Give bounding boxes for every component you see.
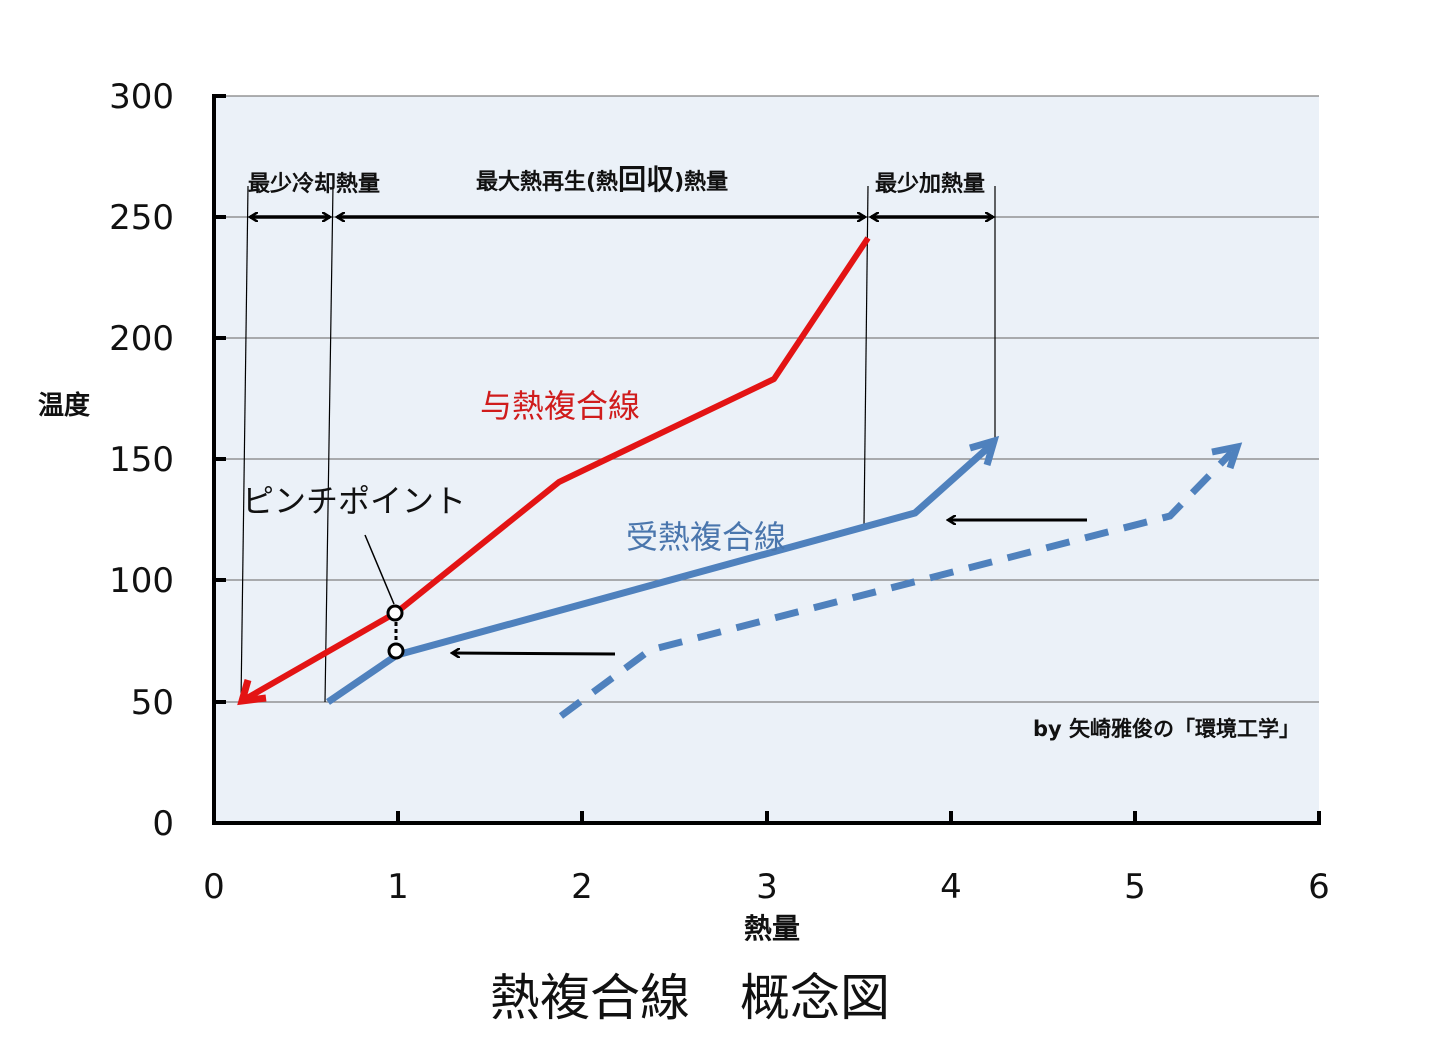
svg-text:150: 150	[109, 440, 174, 480]
min-cooling-label: 最少冷却熱量	[248, 171, 380, 197]
cold-composite-dashed-line	[558, 449, 1235, 719]
chart-title: 熱複合線 概念図	[490, 969, 890, 1027]
svg-text:0: 0	[203, 867, 225, 907]
cold-arrow-head-icon	[969, 435, 1000, 466]
dashed-arrow-head-icon	[1211, 442, 1243, 470]
pinch-leader-line	[364, 534, 395, 605]
credit-label: by 矢崎雅俊の「環境工学」	[1033, 717, 1300, 741]
svg-text:6: 6	[1308, 867, 1330, 907]
y-tick-labels: 300 250 200 150 100 50 0	[109, 77, 174, 844]
svg-text:4: 4	[940, 867, 962, 907]
min-heating-label: 最少加熱量	[875, 171, 985, 197]
cold-curve-label: 受熱複合線	[626, 518, 786, 556]
shift-arrows	[452, 520, 1087, 654]
x-axis-label: 熱量	[744, 912, 800, 945]
pinch-point-label: ピンチポイント	[242, 482, 466, 520]
hot-composite-line	[245, 236, 871, 701]
y-axis-label: 温度	[38, 390, 90, 421]
reference-lines	[240, 185, 996, 703]
pinch-point-hot-marker	[386, 604, 404, 622]
max-recovery-label: 最大熱再生(熱回収)熱量	[476, 163, 728, 196]
svg-text:2: 2	[571, 867, 593, 907]
hot-arrow-head-icon	[237, 679, 267, 706]
svg-text:0: 0	[152, 804, 174, 844]
axes	[212, 94, 1321, 825]
x-tick-labels: 0 1 2 3 4 5 6	[203, 867, 1330, 907]
svg-text:200: 200	[109, 319, 174, 359]
svg-text:300: 300	[109, 77, 174, 117]
hot-curve-label: 与熱複合線	[480, 387, 640, 425]
svg-text:1: 1	[387, 867, 409, 907]
svg-text:5: 5	[1124, 867, 1146, 907]
svg-text:250: 250	[109, 198, 174, 238]
svg-text:3: 3	[756, 867, 778, 907]
cold-composite-line	[326, 443, 993, 705]
pinch-point-cold-marker	[387, 642, 405, 660]
svg-text:50: 50	[131, 683, 174, 723]
svg-text:100: 100	[109, 561, 174, 601]
